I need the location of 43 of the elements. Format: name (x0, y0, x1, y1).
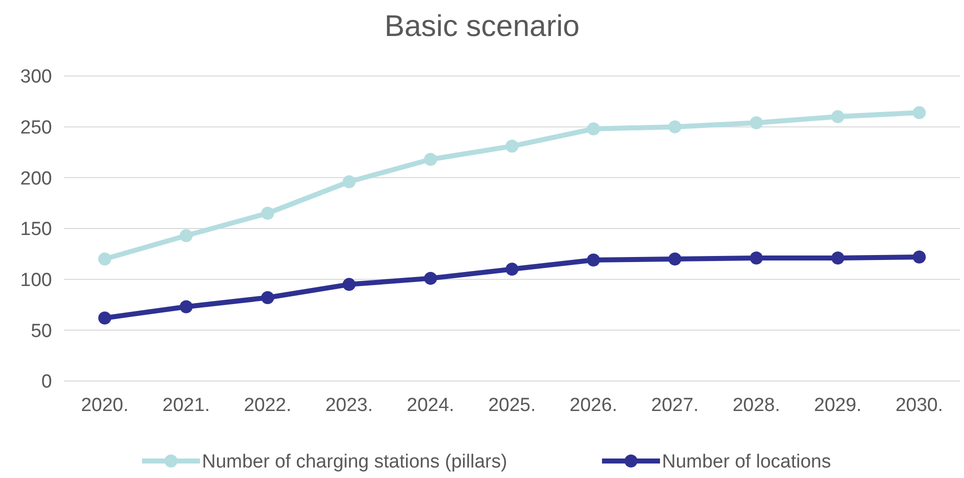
y-tick-label: 100 (20, 270, 52, 291)
x-tick-label: 2030. (896, 395, 944, 416)
x-tick-label: 2020. (80, 395, 128, 416)
x-tick-label: 2028. (732, 395, 780, 416)
point (912, 250, 926, 264)
x-tick-label: 2025. (488, 395, 536, 416)
x-tick-label: 2026. (570, 395, 618, 416)
point (180, 300, 193, 314)
point (750, 251, 763, 264)
point (831, 251, 844, 264)
chart-title: Basic scenario (384, 10, 580, 43)
x-tick-label: 2029. (814, 395, 862, 416)
point (831, 110, 844, 124)
x-tick-label: 2022. (244, 395, 292, 416)
point (261, 206, 274, 220)
point (506, 140, 518, 153)
point (342, 278, 356, 291)
legend-label: Number of charging stations (pillars) (202, 452, 508, 473)
point (180, 229, 193, 242)
point (750, 116, 763, 130)
point (586, 254, 600, 267)
point (261, 291, 274, 304)
x-tick-label: 2021. (162, 395, 210, 416)
point (424, 152, 438, 166)
y-tick-label: 300 (20, 66, 52, 88)
y-tick-label: 200 (20, 168, 52, 190)
point (98, 252, 112, 266)
legend-label: Number of locations (662, 452, 831, 473)
x-tick-label: 2023. (325, 395, 373, 416)
x-tick-label: 2027. (651, 395, 699, 416)
y-tick-label: 150 (20, 219, 52, 240)
x-tick-label: 2024. (406, 395, 454, 416)
y-tick-label: 0 (41, 372, 52, 393)
point (506, 262, 518, 276)
point (342, 175, 356, 188)
point (912, 106, 926, 120)
point (586, 122, 600, 136)
y-tick-label: 250 (20, 117, 52, 138)
point (668, 120, 682, 134)
point (98, 311, 112, 324)
y-tick-label: 50 (30, 320, 52, 342)
point (668, 252, 682, 266)
point (424, 272, 438, 285)
